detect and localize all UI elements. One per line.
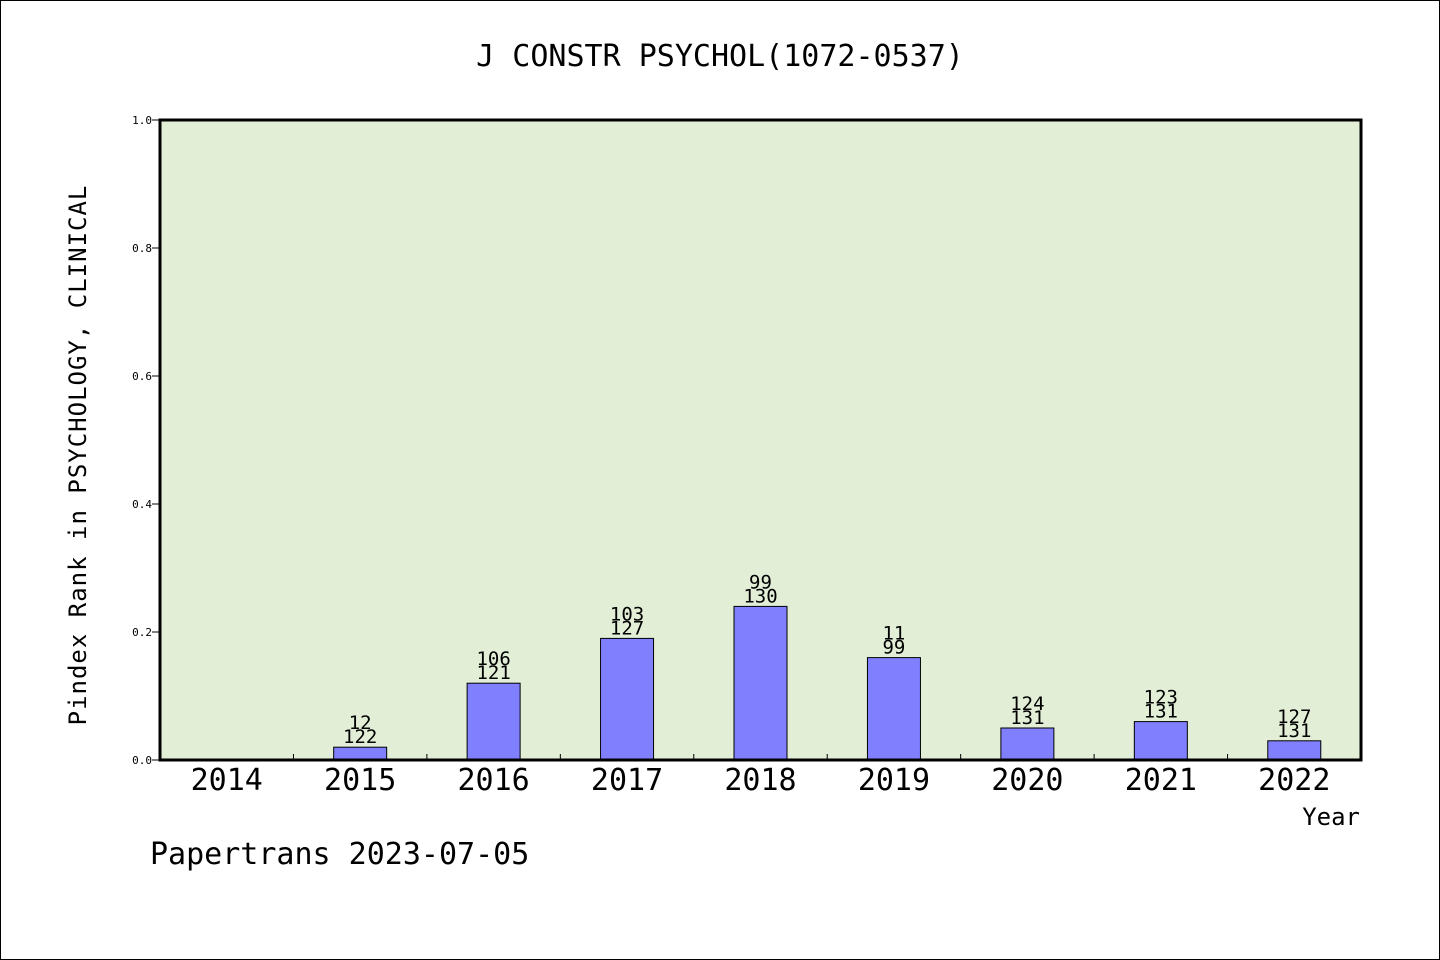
x-tick-label: 2018 bbox=[724, 763, 796, 798]
x-tick-label: 2021 bbox=[1125, 763, 1197, 798]
x-tick-label: 2017 bbox=[591, 763, 663, 798]
total-label: 131 bbox=[1277, 720, 1311, 742]
total-label: 99 bbox=[882, 637, 905, 659]
bar-2017 bbox=[600, 637, 655, 761]
bar-2021 bbox=[1133, 721, 1188, 761]
bar-2015 bbox=[333, 746, 388, 761]
y-tick-label: 1.0 bbox=[132, 114, 152, 127]
bar-2020 bbox=[1000, 727, 1055, 761]
bar-2016 bbox=[466, 682, 521, 761]
total-label: 121 bbox=[476, 662, 510, 684]
x-tick-label: 2016 bbox=[457, 763, 529, 798]
bar-2022 bbox=[1267, 740, 1322, 761]
rank-label: 103 bbox=[610, 603, 644, 625]
footer-text: Papertrans 2023-07-05 bbox=[150, 837, 529, 872]
x-tick-label: 2015 bbox=[324, 763, 396, 798]
x-tick-label: 2019 bbox=[858, 763, 930, 798]
y-axis: 0.0 0.2 0.4 0.6 0.8 1.0 bbox=[132, 114, 160, 767]
bars bbox=[333, 605, 1322, 761]
y-tick-label: 0.2 bbox=[132, 626, 152, 639]
y-axis-label: Pindex Rank in PSYCHOLOGY, CLINICAL bbox=[64, 185, 92, 726]
y-tick-label: 0.8 bbox=[132, 242, 152, 255]
rank-label: 123 bbox=[1144, 687, 1178, 709]
rank-label: 124 bbox=[1010, 693, 1044, 715]
rank-label: 11 bbox=[882, 623, 905, 645]
x-axis: 2014 2015 2016 2017 2018 2019 2020 2021 2022 bbox=[191, 754, 1330, 798]
total-label: 130 bbox=[743, 585, 777, 607]
rank-label: 12 bbox=[349, 712, 372, 734]
rank-label: 99 bbox=[749, 571, 772, 593]
x-tick-label: 2014 bbox=[191, 763, 263, 798]
y-tick-label: 0.6 bbox=[132, 370, 152, 383]
plot-border bbox=[158, 118, 1363, 762]
total-label: 131 bbox=[1144, 701, 1178, 723]
total-label: 131 bbox=[1010, 707, 1044, 729]
chart-title: J CONSTR PSYCHOL(1072-0537) bbox=[476, 39, 964, 74]
x-axis-label: Year bbox=[1302, 803, 1360, 831]
total-label: 127 bbox=[610, 617, 644, 639]
y-tick-label: 0.4 bbox=[132, 498, 152, 511]
x-tick-label: 2022 bbox=[1258, 763, 1330, 798]
total-label: 122 bbox=[343, 726, 377, 748]
rank-label: 106 bbox=[476, 648, 510, 670]
bar-2019 bbox=[866, 657, 921, 761]
bar-2018 bbox=[733, 605, 788, 761]
rank-label: 127 bbox=[1277, 706, 1311, 728]
x-tick-label: 2020 bbox=[991, 763, 1063, 798]
y-tick-label: 0.0 bbox=[132, 754, 152, 767]
